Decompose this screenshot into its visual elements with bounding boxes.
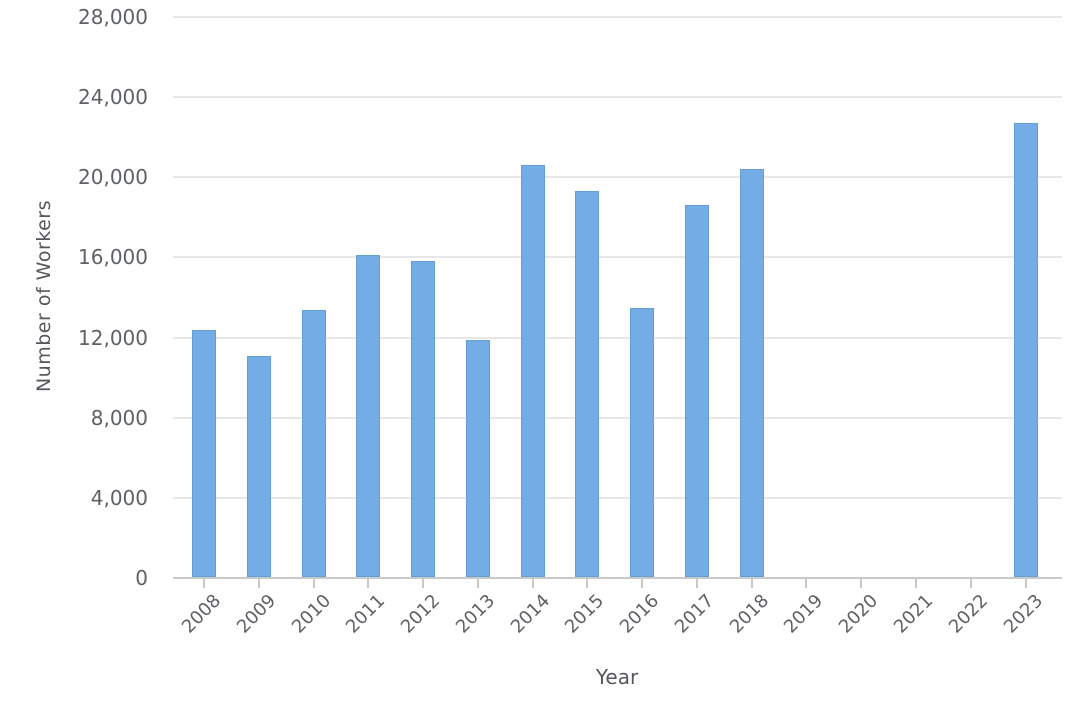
bar-2013 xyxy=(465,339,490,577)
x-tick-mark-2018 xyxy=(750,578,753,588)
x-tick-mark-2009 xyxy=(257,578,260,588)
bar-2018 xyxy=(739,169,764,577)
x-tick-mark-2016 xyxy=(641,578,644,588)
x-tick-mark-2019 xyxy=(805,578,808,588)
bar-2016 xyxy=(630,307,655,577)
y-axis-title: Number of Workers xyxy=(33,199,55,393)
gridline-28000 xyxy=(173,16,1062,18)
gridline-20000 xyxy=(173,176,1062,179)
x-tick-mark-2021 xyxy=(915,578,917,588)
x-tick-mark-2020 xyxy=(860,578,863,588)
y-tick-label-8000: 8,000 xyxy=(90,405,148,430)
bar-2014 xyxy=(520,165,545,577)
x-tick-mark-2012 xyxy=(422,578,425,588)
bar-2017 xyxy=(684,205,709,577)
y-tick-label-24000: 24,000 xyxy=(78,85,148,110)
x-tick-mark-2014 xyxy=(531,578,534,588)
x-tick-mark-2011 xyxy=(367,578,370,588)
y-tick-label-16000: 16,000 xyxy=(78,245,148,270)
x-tick-mark-2023 xyxy=(1024,578,1027,588)
y-tick-label-12000: 12,000 xyxy=(78,325,148,350)
x-tick-mark-2010 xyxy=(312,578,315,588)
gridline-12000 xyxy=(173,336,1062,339)
bar-2008 xyxy=(192,329,216,577)
y-tick-label-28000: 28,000 xyxy=(78,5,148,29)
x-axis-line xyxy=(173,577,1062,579)
bar-2023 xyxy=(1013,123,1038,577)
gridline-24000 xyxy=(173,96,1062,99)
x-tick-mark-2022 xyxy=(969,578,972,588)
x-axis-title: Year xyxy=(595,665,639,689)
bar-2011 xyxy=(356,255,381,577)
x-tick-mark-2017 xyxy=(695,578,698,588)
bar-2012 xyxy=(411,261,436,577)
gridline-4000 xyxy=(173,496,1062,499)
x-tick-mark-2008 xyxy=(203,578,205,588)
gridline-8000 xyxy=(173,416,1062,419)
bar-2010 xyxy=(301,309,326,577)
bar-2015 xyxy=(575,191,600,577)
y-tick-label-0: 0 xyxy=(135,566,148,590)
x-tick-mark-2013 xyxy=(476,578,479,588)
y-tick-label-4000: 4,000 xyxy=(90,485,148,510)
gridline-16000 xyxy=(173,256,1062,259)
x-tick-mark-2015 xyxy=(586,578,589,588)
y-tick-label-20000: 20,000 xyxy=(78,165,148,190)
bar-2009 xyxy=(246,355,271,577)
